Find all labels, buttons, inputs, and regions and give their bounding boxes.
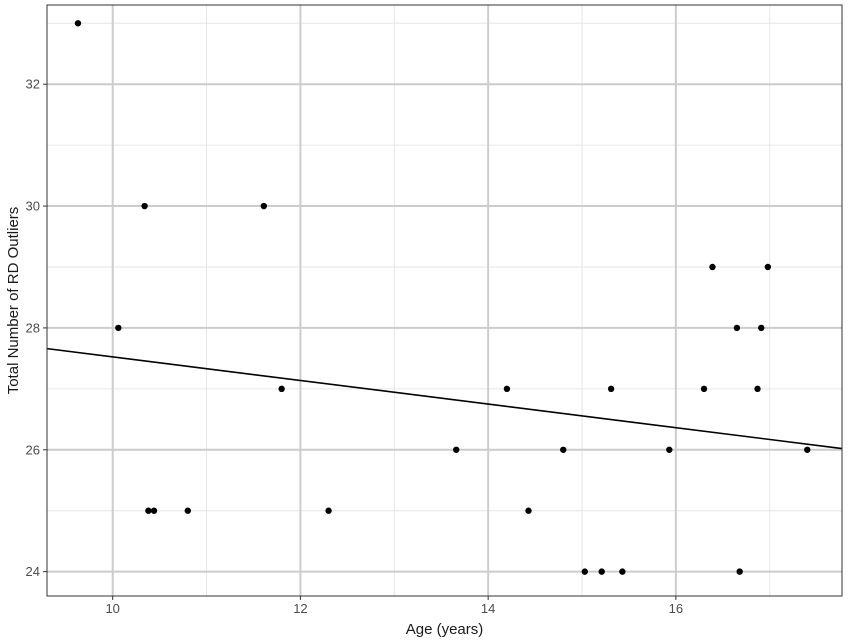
- grid-major: [47, 5, 842, 596]
- data-point: [619, 568, 626, 575]
- data-point: [736, 568, 743, 575]
- data-point: [758, 324, 765, 332]
- trend-line-group: [46, 347, 843, 450]
- data-point: [764, 263, 772, 271]
- y-tick-label: 28: [26, 320, 40, 335]
- x-axis-title: Age (years): [406, 621, 484, 638]
- data-point: [453, 446, 460, 453]
- y-tick-label: 30: [26, 199, 40, 214]
- y-tick-label: 24: [26, 564, 40, 579]
- data-point: [700, 385, 708, 393]
- x-tick-label: 12: [293, 601, 307, 616]
- data-point: [503, 385, 511, 393]
- x-tick-label: 16: [669, 601, 683, 616]
- data-point: [581, 568, 589, 575]
- y-tick-label: 26: [26, 442, 40, 457]
- trend-line: [46, 347, 843, 450]
- data-point: [754, 385, 761, 393]
- data-point: [525, 507, 532, 514]
- data-point: [666, 446, 673, 453]
- data-point: [141, 202, 148, 210]
- grid-minor: [47, 5, 842, 596]
- data-point: [184, 507, 191, 514]
- x-axis-ticks: 10 12 14 16: [105, 596, 683, 616]
- x-tick-label: 10: [105, 601, 119, 616]
- y-axis-title: Total Number of RD Outliers: [5, 207, 22, 395]
- data-point: [74, 20, 82, 27]
- data-points: [74, 20, 811, 575]
- data-point: [804, 446, 811, 453]
- data-point: [560, 446, 567, 453]
- data-point: [278, 385, 285, 393]
- panel-border: [46, 4, 843, 597]
- y-tick-label: 32: [26, 77, 40, 92]
- x-tick-label: 14: [481, 601, 495, 616]
- data-point: [145, 507, 152, 514]
- data-point: [115, 324, 122, 332]
- data-point: [733, 324, 741, 332]
- y-axis-ticks: 24 26 28 30 32: [26, 77, 47, 579]
- data-point: [150, 507, 158, 514]
- data-point: [709, 263, 716, 271]
- data-point: [598, 568, 605, 575]
- data-point: [325, 507, 332, 514]
- data-point: [607, 385, 615, 393]
- data-point: [260, 202, 268, 210]
